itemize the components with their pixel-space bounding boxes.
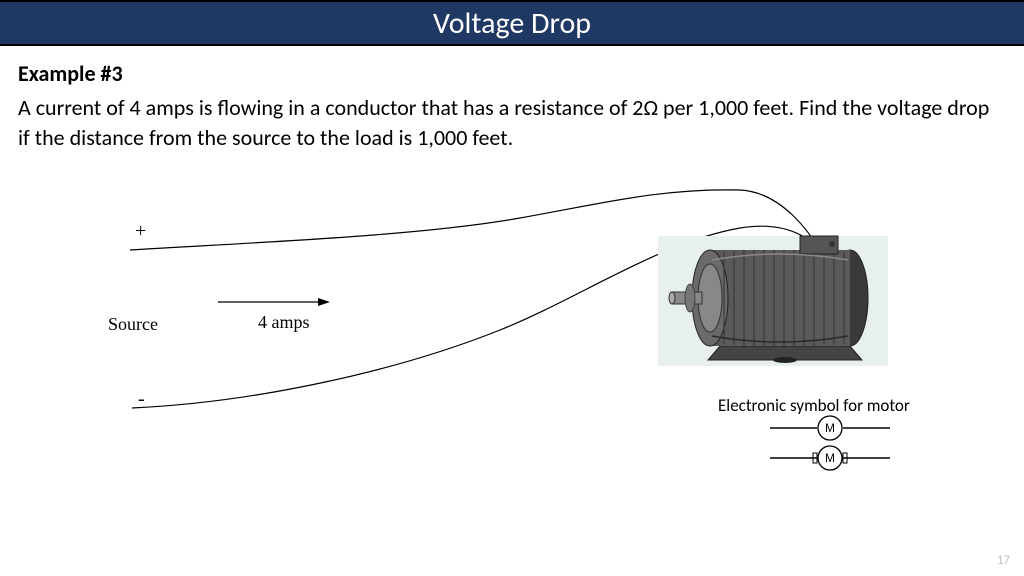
- diagram-svg: M M: [0, 170, 1024, 530]
- svg-text:M: M: [825, 451, 835, 465]
- source-label: Source: [108, 314, 158, 335]
- motor-symbol-icon: M: [770, 416, 890, 440]
- current-label: 4 amps: [258, 312, 310, 333]
- motor-caption: Electronic symbol for motor: [718, 395, 910, 416]
- motor-symbol-icon: M: [770, 446, 890, 470]
- problem-text: A current of 4 amps is flowing in a cond…: [18, 93, 1006, 152]
- title-bar: Voltage Drop: [0, 0, 1024, 46]
- plus-terminal-label: +: [135, 220, 146, 243]
- svg-text:M: M: [825, 421, 835, 435]
- example-heading: Example #3: [18, 60, 1006, 87]
- content-area: Example #3 A current of 4 amps is flowin…: [0, 46, 1024, 166]
- motor-icon: [658, 236, 888, 366]
- minus-terminal-label: -: [138, 388, 145, 411]
- slide-title: Voltage Drop: [433, 5, 591, 42]
- circuit-diagram: + - Source 4 amps Electronic symbol for …: [0, 170, 1024, 530]
- page-number: 17: [997, 553, 1010, 568]
